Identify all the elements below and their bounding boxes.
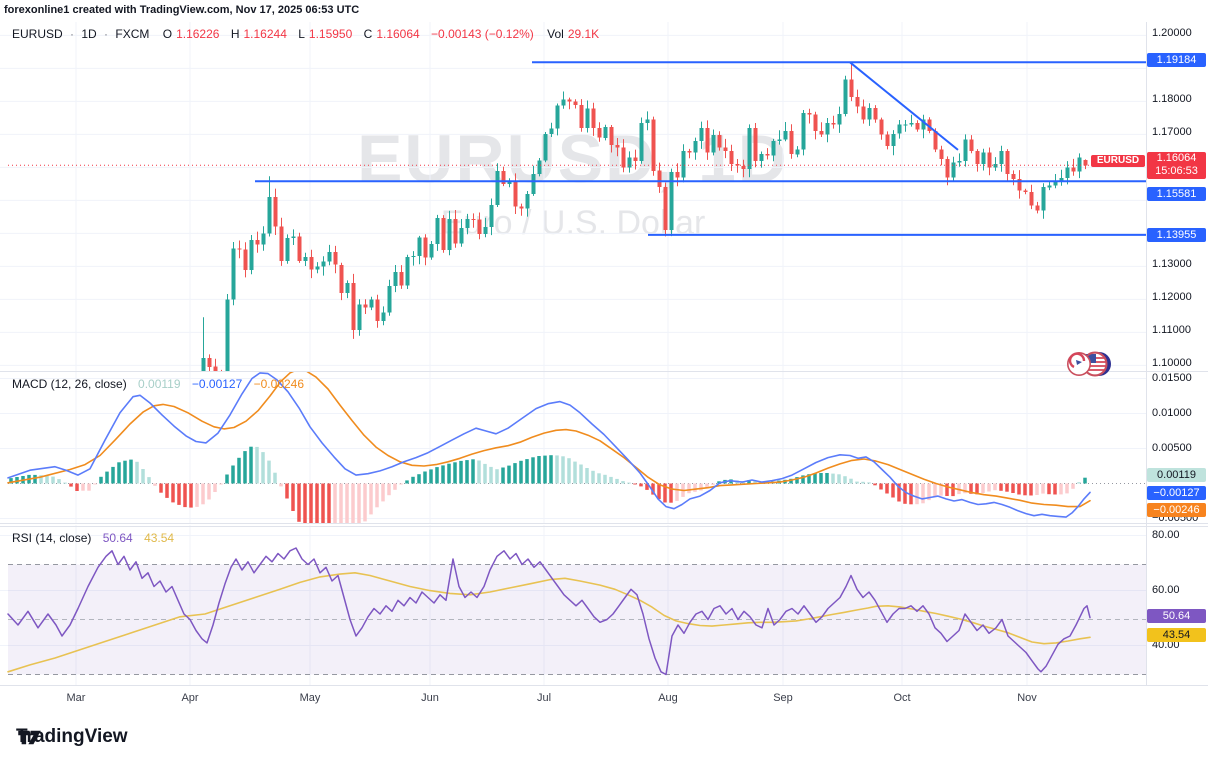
macd-line-value: −0.00127 <box>191 377 243 391</box>
rsi-legend[interactable]: RSI (14, close) 50.64 43.54 <box>12 531 174 545</box>
macd-hist-value: 0.00119 <box>138 377 181 391</box>
time-axis-month-label[interactable]: May <box>299 692 321 704</box>
time-axis-month-label[interactable]: Aug <box>658 692 678 704</box>
close-value: 1.16064 <box>376 27 420 41</box>
legend-symbol[interactable]: EURUSD <box>12 27 63 41</box>
axis-floating-label: 0.00119 <box>1147 468 1206 482</box>
time-axis-month-label[interactable]: Jul <box>536 692 552 704</box>
tradingview-logo-text: TradingView <box>16 726 128 747</box>
axis-tick-label: 40.00 <box>1152 639 1180 651</box>
legend-separator: · <box>70 27 75 41</box>
time-axis-month-label[interactable]: Apr <box>181 692 199 704</box>
price-pane-canvas[interactable] <box>0 22 1146 372</box>
volume-label: Vol <box>547 27 564 41</box>
low-value: 1.15950 <box>308 27 353 41</box>
currency-pair-flags-icon <box>1067 351 1111 377</box>
volume-value: 29.1K <box>567 27 600 41</box>
high-value: 1.16244 <box>243 27 287 41</box>
time-axis-month-label[interactable]: Nov <box>1017 692 1037 704</box>
rsi-pane-canvas[interactable] <box>0 525 1146 685</box>
change-value: −0.00143 (−0.12%) <box>431 27 534 41</box>
time-axis-month-label[interactable]: Oct <box>893 692 911 704</box>
symbol-price-tag: EURUSD <box>1091 155 1145 167</box>
high-label: H <box>230 27 240 41</box>
axis-floating-label: 50.64 <box>1147 609 1206 623</box>
time-axis-month-label[interactable]: Mar <box>66 692 86 704</box>
axis-floating-label: 1.15581 <box>1147 187 1206 201</box>
legend-timeframe[interactable]: 1D <box>81 27 97 41</box>
attribution-text: forexonline1 created with TradingView.co… <box>4 4 360 16</box>
tradingview-logo[interactable]: TradingView <box>16 726 128 748</box>
time-axis-month-label[interactable]: Sep <box>773 692 793 704</box>
pane-separator[interactable] <box>0 523 1208 524</box>
axis-floating-label: 1.13955 <box>1147 228 1206 242</box>
pane-separator[interactable] <box>0 371 1208 372</box>
current-price-label: 1.16064 15:06:53 <box>1147 152 1206 179</box>
price-scale-separator <box>1146 22 1147 686</box>
rsi-ma-value: 43.54 <box>144 531 175 545</box>
macd-signal-value: −0.00246 <box>253 377 305 391</box>
rsi-title[interactable]: RSI (14, close) <box>12 531 92 545</box>
macd-legend[interactable]: MACD (12, 26, close) 0.00119 −0.00127 −0… <box>12 377 304 391</box>
macd-title[interactable]: MACD (12, 26, close) <box>12 377 127 391</box>
axis-tick-label: 0.01000 <box>1152 407 1192 419</box>
tradingview-logo-icon <box>18 730 41 744</box>
legend-exchange: FXCM <box>115 27 150 41</box>
axis-floating-label: 1.19184 <box>1147 53 1206 67</box>
axis-tick-label: 1.10000 <box>1152 357 1192 369</box>
pane-separator <box>0 685 1208 686</box>
axis-floating-label: −0.00246 <box>1147 503 1206 517</box>
axis-tick-label: 0.01500 <box>1152 372 1192 384</box>
axis-tick-label: 1.20000 <box>1152 27 1192 39</box>
close-label: C <box>363 27 373 41</box>
low-label: L <box>298 27 305 41</box>
open-label: O <box>162 27 173 41</box>
legend-separator: · <box>104 27 109 41</box>
axis-tick-label: 60.00 <box>1152 584 1180 596</box>
axis-floating-label: 43.54 <box>1147 628 1206 642</box>
pane-separator[interactable] <box>0 526 1208 527</box>
axis-tick-label: 80.00 <box>1152 529 1180 541</box>
axis-tick-label: 1.13000 <box>1152 258 1192 270</box>
axis-floating-label: −0.00127 <box>1147 486 1206 500</box>
axis-tick-label: 1.17000 <box>1152 126 1192 138</box>
axis-tick-label: 1.11000 <box>1152 324 1191 336</box>
axis-tick-label: 1.12000 <box>1152 291 1192 303</box>
axis-tick-label: 0.00500 <box>1152 442 1192 454</box>
axis-tick-label: 1.18000 <box>1152 93 1192 105</box>
open-value: 1.16226 <box>176 27 220 41</box>
macd-pane-canvas[interactable] <box>0 372 1146 523</box>
time-scale[interactable]: Mar Apr May Jun Jul Aug Sep Oct Nov <box>0 692 1146 710</box>
time-axis-month-label[interactable]: Jun <box>421 692 439 704</box>
symbol-legend[interactable]: EURUSD · 1D · FXCM O 1.16226 H 1.16244 L 1.… <box>12 27 603 41</box>
rsi-value: 50.64 <box>102 531 133 545</box>
